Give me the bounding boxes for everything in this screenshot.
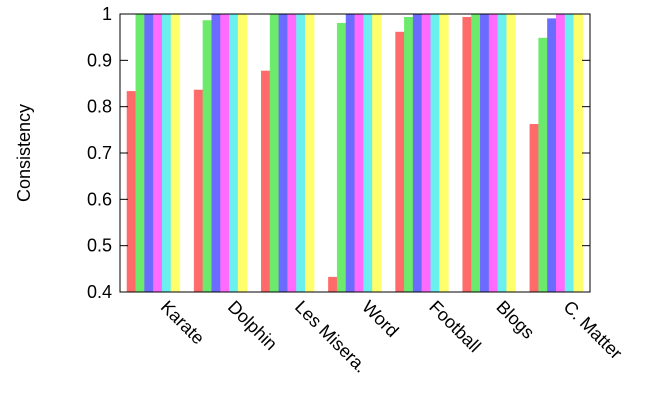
- bar-c-matter-series-4: [555, 13, 566, 293]
- bar-c-matter-series-2: [538, 37, 548, 293]
- bar-word-series-5: [363, 13, 373, 293]
- bar-karate-series-1: [126, 91, 137, 293]
- y-axis-label: Consistency: [14, 104, 34, 202]
- bar-blogs-series-2: [471, 13, 481, 293]
- bar-c-matter-series-6: [573, 13, 583, 293]
- y-tick-label: 1: [102, 4, 112, 24]
- x-category-label: Word: [358, 297, 402, 341]
- bar-karate-series-6: [170, 13, 181, 293]
- x-category-label: Football: [425, 297, 484, 356]
- bar-dolphin-series-6: [237, 13, 248, 293]
- bar-blogs-series-1: [462, 16, 472, 293]
- bar-karate-series-5: [161, 13, 172, 293]
- bar-word-series-4: [354, 13, 364, 293]
- x-category-label: Karate: [157, 297, 209, 349]
- bar-football-series-5: [430, 13, 440, 293]
- bar-les-misera-series-3: [278, 13, 288, 293]
- x-category-label: Dolphin: [224, 297, 281, 354]
- bar-blogs-series-3: [480, 13, 490, 293]
- bar-dolphin-series-1: [193, 89, 204, 293]
- bar-les-misera-series-5: [296, 13, 306, 293]
- bar-word-series-6: [372, 13, 382, 293]
- y-tick-label: 0.7: [87, 143, 112, 163]
- y-axis-ticks: 0.4 0.5 0.6 0.7 0.8 0.9 1: [87, 4, 590, 302]
- bar-blogs-series-5: [497, 13, 508, 293]
- bar-football-series-3: [412, 13, 423, 293]
- bar-les-misera-series-6: [304, 13, 315, 293]
- x-category-label: Blogs: [492, 297, 538, 343]
- bar-football-series-2: [404, 16, 414, 293]
- bar-word-series-2: [336, 22, 347, 293]
- bar-football-series-6: [439, 13, 449, 293]
- bar-football-series-4: [421, 13, 432, 293]
- bar-dolphin-series-3: [211, 13, 221, 293]
- y-tick-label: 0.5: [87, 236, 112, 256]
- bar-c-matter-series-3: [547, 18, 557, 293]
- bar-dolphin-series-4: [220, 13, 230, 293]
- bar-karate-series-4: [153, 13, 163, 293]
- bar-les-misera-series-1: [260, 70, 271, 293]
- y-tick-label: 0.8: [87, 97, 112, 117]
- bar-c-matter-series-1: [529, 123, 539, 293]
- bar-les-misera-series-2: [269, 13, 280, 293]
- y-tick-label: 0.6: [87, 189, 112, 209]
- bar-blogs-series-6: [506, 13, 516, 293]
- bar-football-series-1: [395, 31, 405, 293]
- y-tick-label: 0.9: [87, 50, 112, 70]
- bars-layer: [126, 13, 583, 293]
- bar-dolphin-series-5: [229, 13, 239, 293]
- bar-dolphin-series-2: [202, 20, 213, 293]
- bar-c-matter-series-5: [564, 13, 575, 293]
- bar-les-misera-series-4: [287, 13, 297, 293]
- x-axis-category-labels: Karate Dolphin Les Misera.Word Football Blog…: [157, 297, 626, 377]
- y-tick-label: 0.4: [87, 282, 112, 302]
- x-category-label: C. Matter: [560, 297, 626, 363]
- bar-word-series-3: [345, 13, 356, 293]
- bar-karate-series-2: [135, 13, 145, 293]
- bar-word-series-1: [328, 276, 338, 293]
- bar-karate-series-3: [144, 13, 154, 293]
- bar-blogs-series-4: [488, 13, 499, 293]
